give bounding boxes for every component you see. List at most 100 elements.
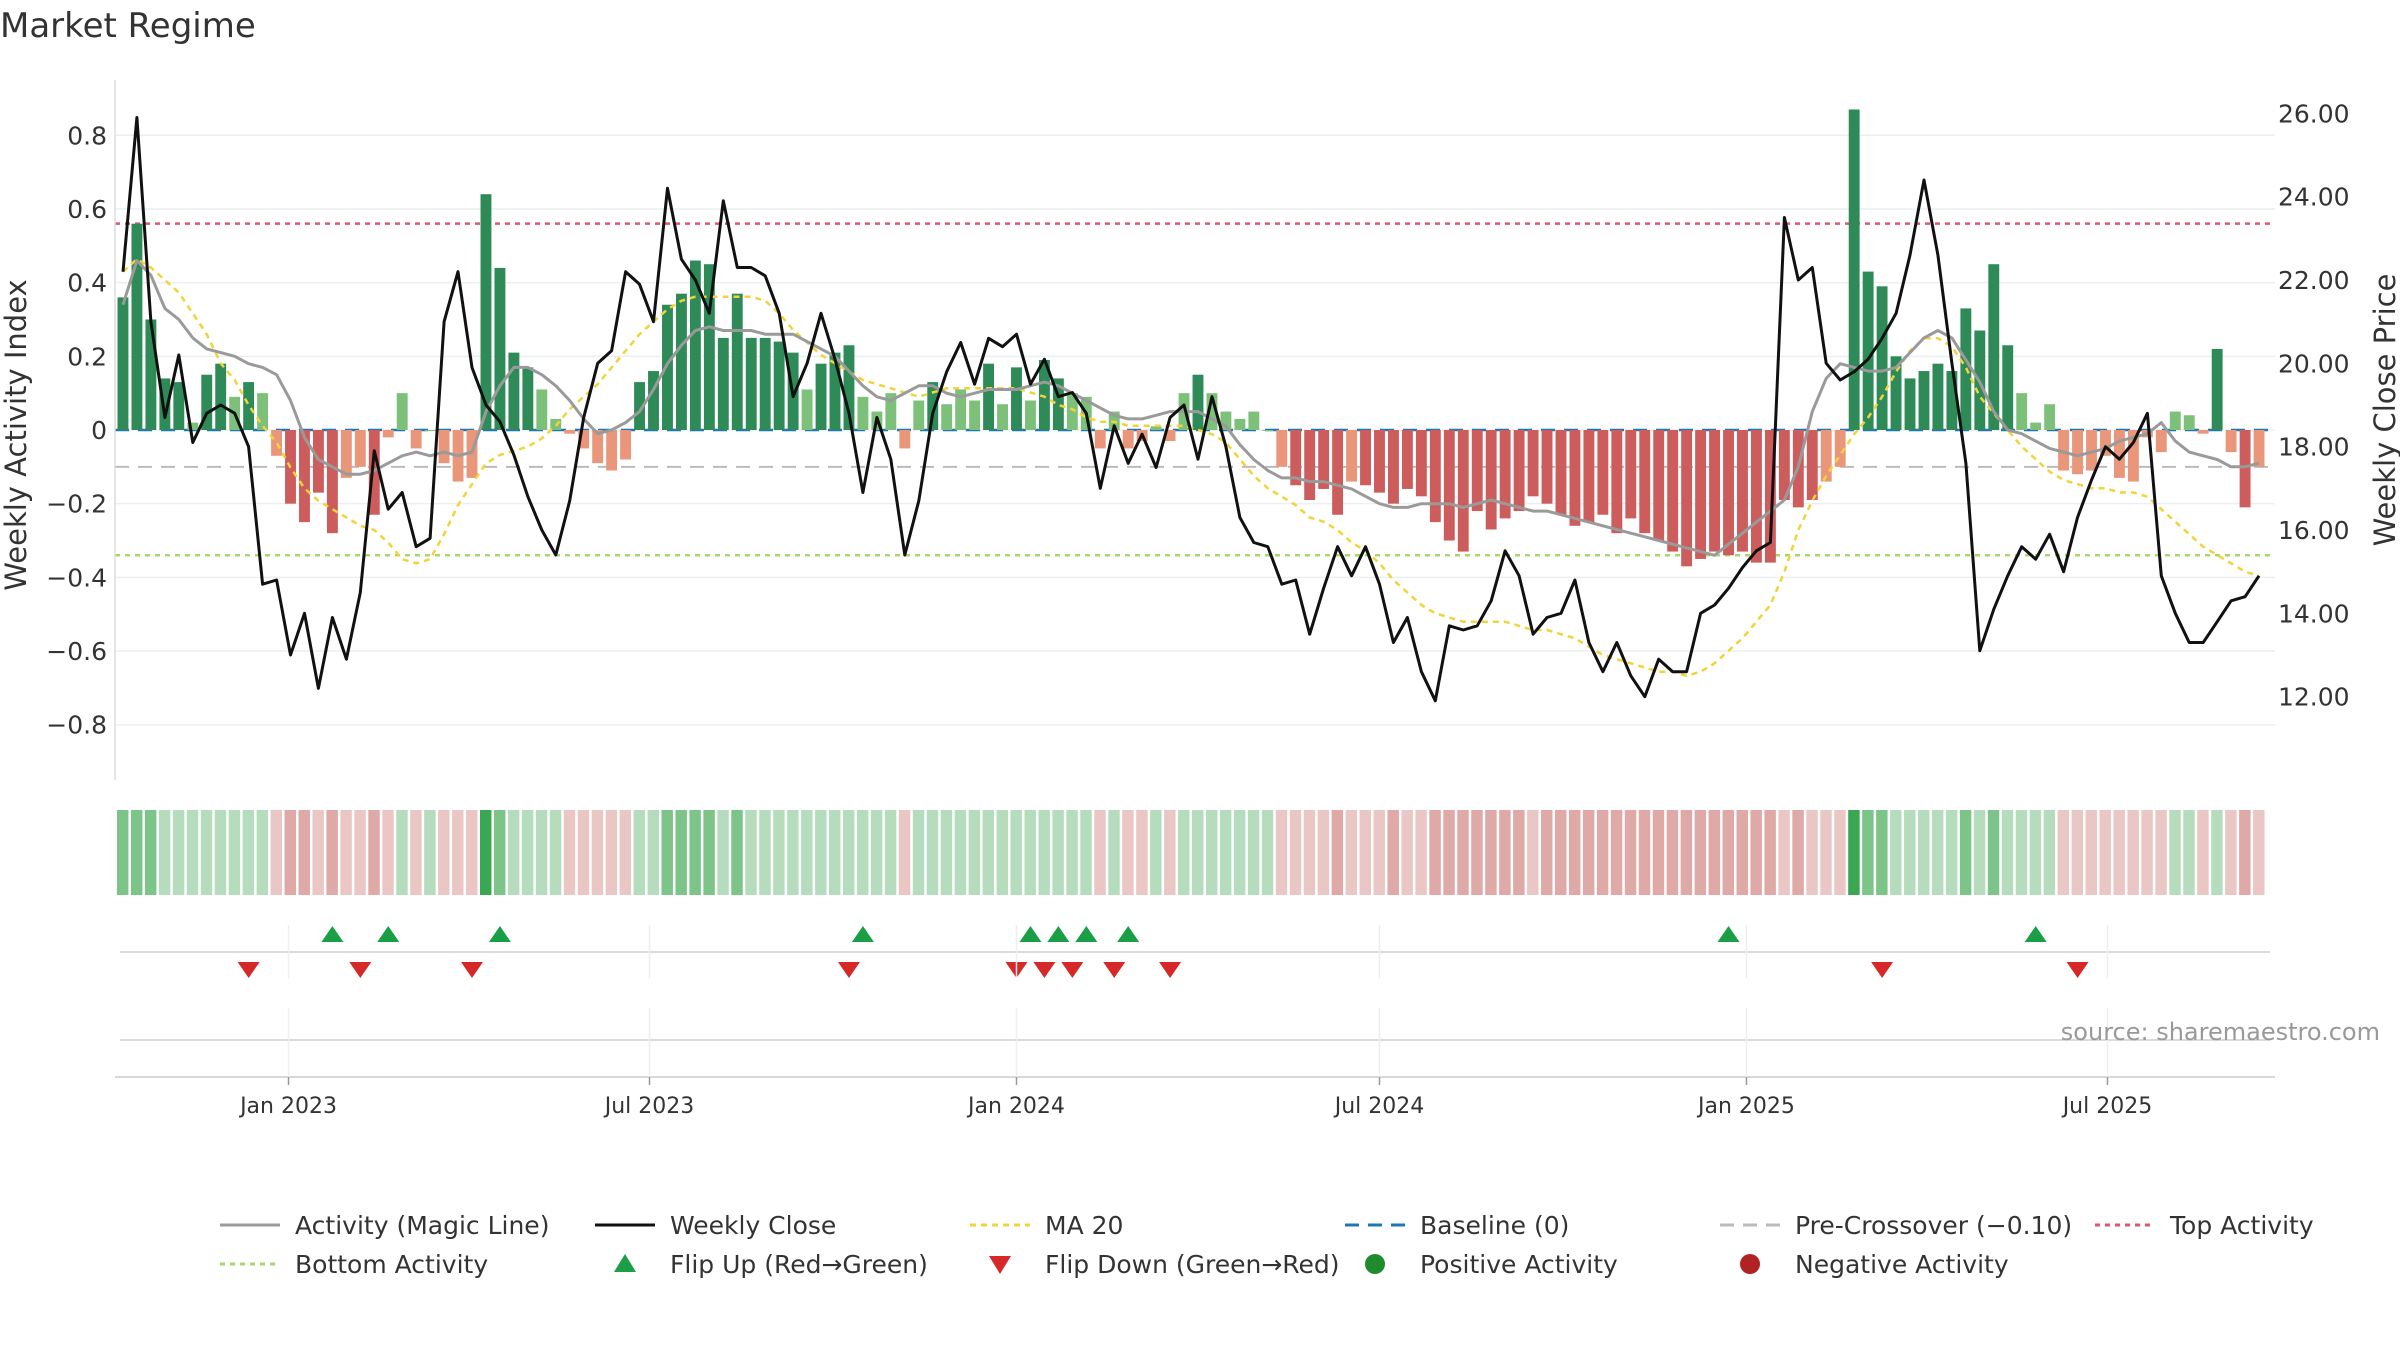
activity-bar	[969, 400, 981, 430]
regime-cell	[382, 810, 394, 895]
regime-cell	[1610, 810, 1623, 895]
legend-item: Activity (Magic Line)	[220, 1211, 549, 1240]
y-axis-label-left: Weekly Activity Index	[0, 279, 33, 590]
activity-bar	[1513, 430, 1525, 512]
regime-cell	[1750, 810, 1762, 895]
flip-down-marker	[1061, 962, 1084, 978]
activity-bar	[2086, 430, 2097, 471]
regime-cell	[1736, 810, 1748, 895]
y-axis-label-right: Weekly Close Price	[2368, 274, 2400, 547]
regime-cell	[1289, 810, 1302, 895]
regime-cell	[1052, 810, 1064, 895]
activity-bar	[1946, 371, 1958, 430]
regime-cell	[926, 810, 939, 895]
activity-bar	[1904, 378, 1916, 430]
activity-bar	[913, 400, 925, 430]
regime-cell	[954, 810, 967, 895]
regime-cell	[1038, 810, 1050, 895]
activity-bar	[1653, 430, 1665, 541]
activity-bar	[578, 430, 590, 449]
activity-bar	[2100, 430, 2111, 456]
legend-item: Weekly Close	[595, 1211, 836, 1240]
regime-cell	[731, 810, 743, 895]
activity-bar	[494, 267, 506, 430]
activity-bar	[257, 393, 269, 430]
regime-cell	[1485, 810, 1497, 895]
regime-cell	[1275, 810, 1288, 895]
regime-cell	[1219, 810, 1232, 895]
regime-cell	[1471, 810, 1483, 895]
regime-cell	[1359, 810, 1372, 895]
regime-cell	[1596, 810, 1609, 895]
legend-label: Activity (Magic Line)	[295, 1211, 549, 1240]
regime-cell	[1415, 810, 1427, 895]
activity-bar	[634, 382, 645, 430]
activity-bar	[815, 363, 827, 430]
regime-cell	[1973, 810, 1986, 895]
regime-cell	[2253, 810, 2265, 895]
regime-cell	[982, 810, 995, 895]
regime-cell	[1345, 810, 1358, 895]
activity-bar	[312, 430, 324, 493]
regime-cell	[1582, 810, 1595, 895]
regime-cell	[410, 810, 422, 895]
activity-bar	[2169, 411, 2181, 430]
regime-cell	[1205, 810, 1218, 895]
magic-line-series	[121, 259, 2260, 557]
y-tick-label-left: 0.4	[67, 269, 107, 298]
regime-cell	[675, 810, 687, 895]
regime-cell	[312, 810, 324, 895]
regime-cell	[1513, 810, 1525, 895]
activity-bar	[689, 260, 701, 430]
activity-bar	[829, 352, 841, 430]
activity-bar	[1415, 430, 1427, 497]
activity-bar	[2211, 348, 2223, 430]
regime-cell	[1862, 810, 1874, 895]
flip-up-marker	[321, 926, 344, 942]
legend: Activity (Magic Line) Weekly Close MA 20 Ba…	[220, 1211, 2314, 1279]
activity-bar	[1401, 430, 1413, 489]
regime-cell	[1820, 810, 1832, 895]
activity-bar	[424, 430, 436, 431]
regime-cell	[2141, 810, 2153, 895]
flip-down-marker	[1871, 962, 1894, 978]
activity-bar	[1583, 430, 1595, 523]
activity-bar	[1122, 430, 1134, 449]
regime-cell	[1122, 810, 1134, 895]
activity-bar	[1597, 430, 1609, 515]
regime-cell	[870, 810, 883, 895]
regime-cell	[298, 810, 310, 895]
activity-bar	[1876, 286, 1888, 430]
regime-cell	[1806, 810, 1818, 895]
activity-bar	[326, 430, 338, 534]
regime-cell	[452, 810, 464, 895]
activity-bar	[2225, 430, 2237, 453]
regime-cell	[1443, 810, 1455, 895]
activity-bar	[997, 404, 1008, 430]
regime-cell	[968, 810, 981, 895]
regime-cell	[898, 810, 911, 895]
flip-up-marker	[1019, 926, 1042, 942]
regime-cell	[856, 810, 869, 895]
regime-cell	[912, 810, 925, 895]
activity-bar	[1932, 363, 1944, 430]
activity-bar	[1541, 430, 1553, 504]
activity-bar	[1388, 430, 1399, 504]
activity-bar	[2197, 430, 2209, 434]
activity-bar	[1555, 430, 1567, 515]
activity-bar	[1709, 430, 1721, 552]
regime-cell	[1834, 810, 1846, 895]
activity-bar	[801, 389, 813, 430]
activity-bar	[1276, 430, 1288, 467]
regime-cell	[1373, 810, 1385, 895]
regime-cell	[1945, 810, 1958, 895]
activity-bar	[983, 363, 995, 430]
regime-cell	[689, 810, 701, 895]
regime-cell	[1331, 810, 1344, 895]
regime-cell	[479, 810, 492, 895]
legend-label: Pre-Crossover (−0.10)	[1795, 1211, 2072, 1240]
activity-bar	[1848, 109, 1860, 430]
regime-cell	[270, 810, 283, 895]
activity-bar	[899, 430, 911, 449]
legend-item: MA 20	[970, 1211, 1123, 1240]
